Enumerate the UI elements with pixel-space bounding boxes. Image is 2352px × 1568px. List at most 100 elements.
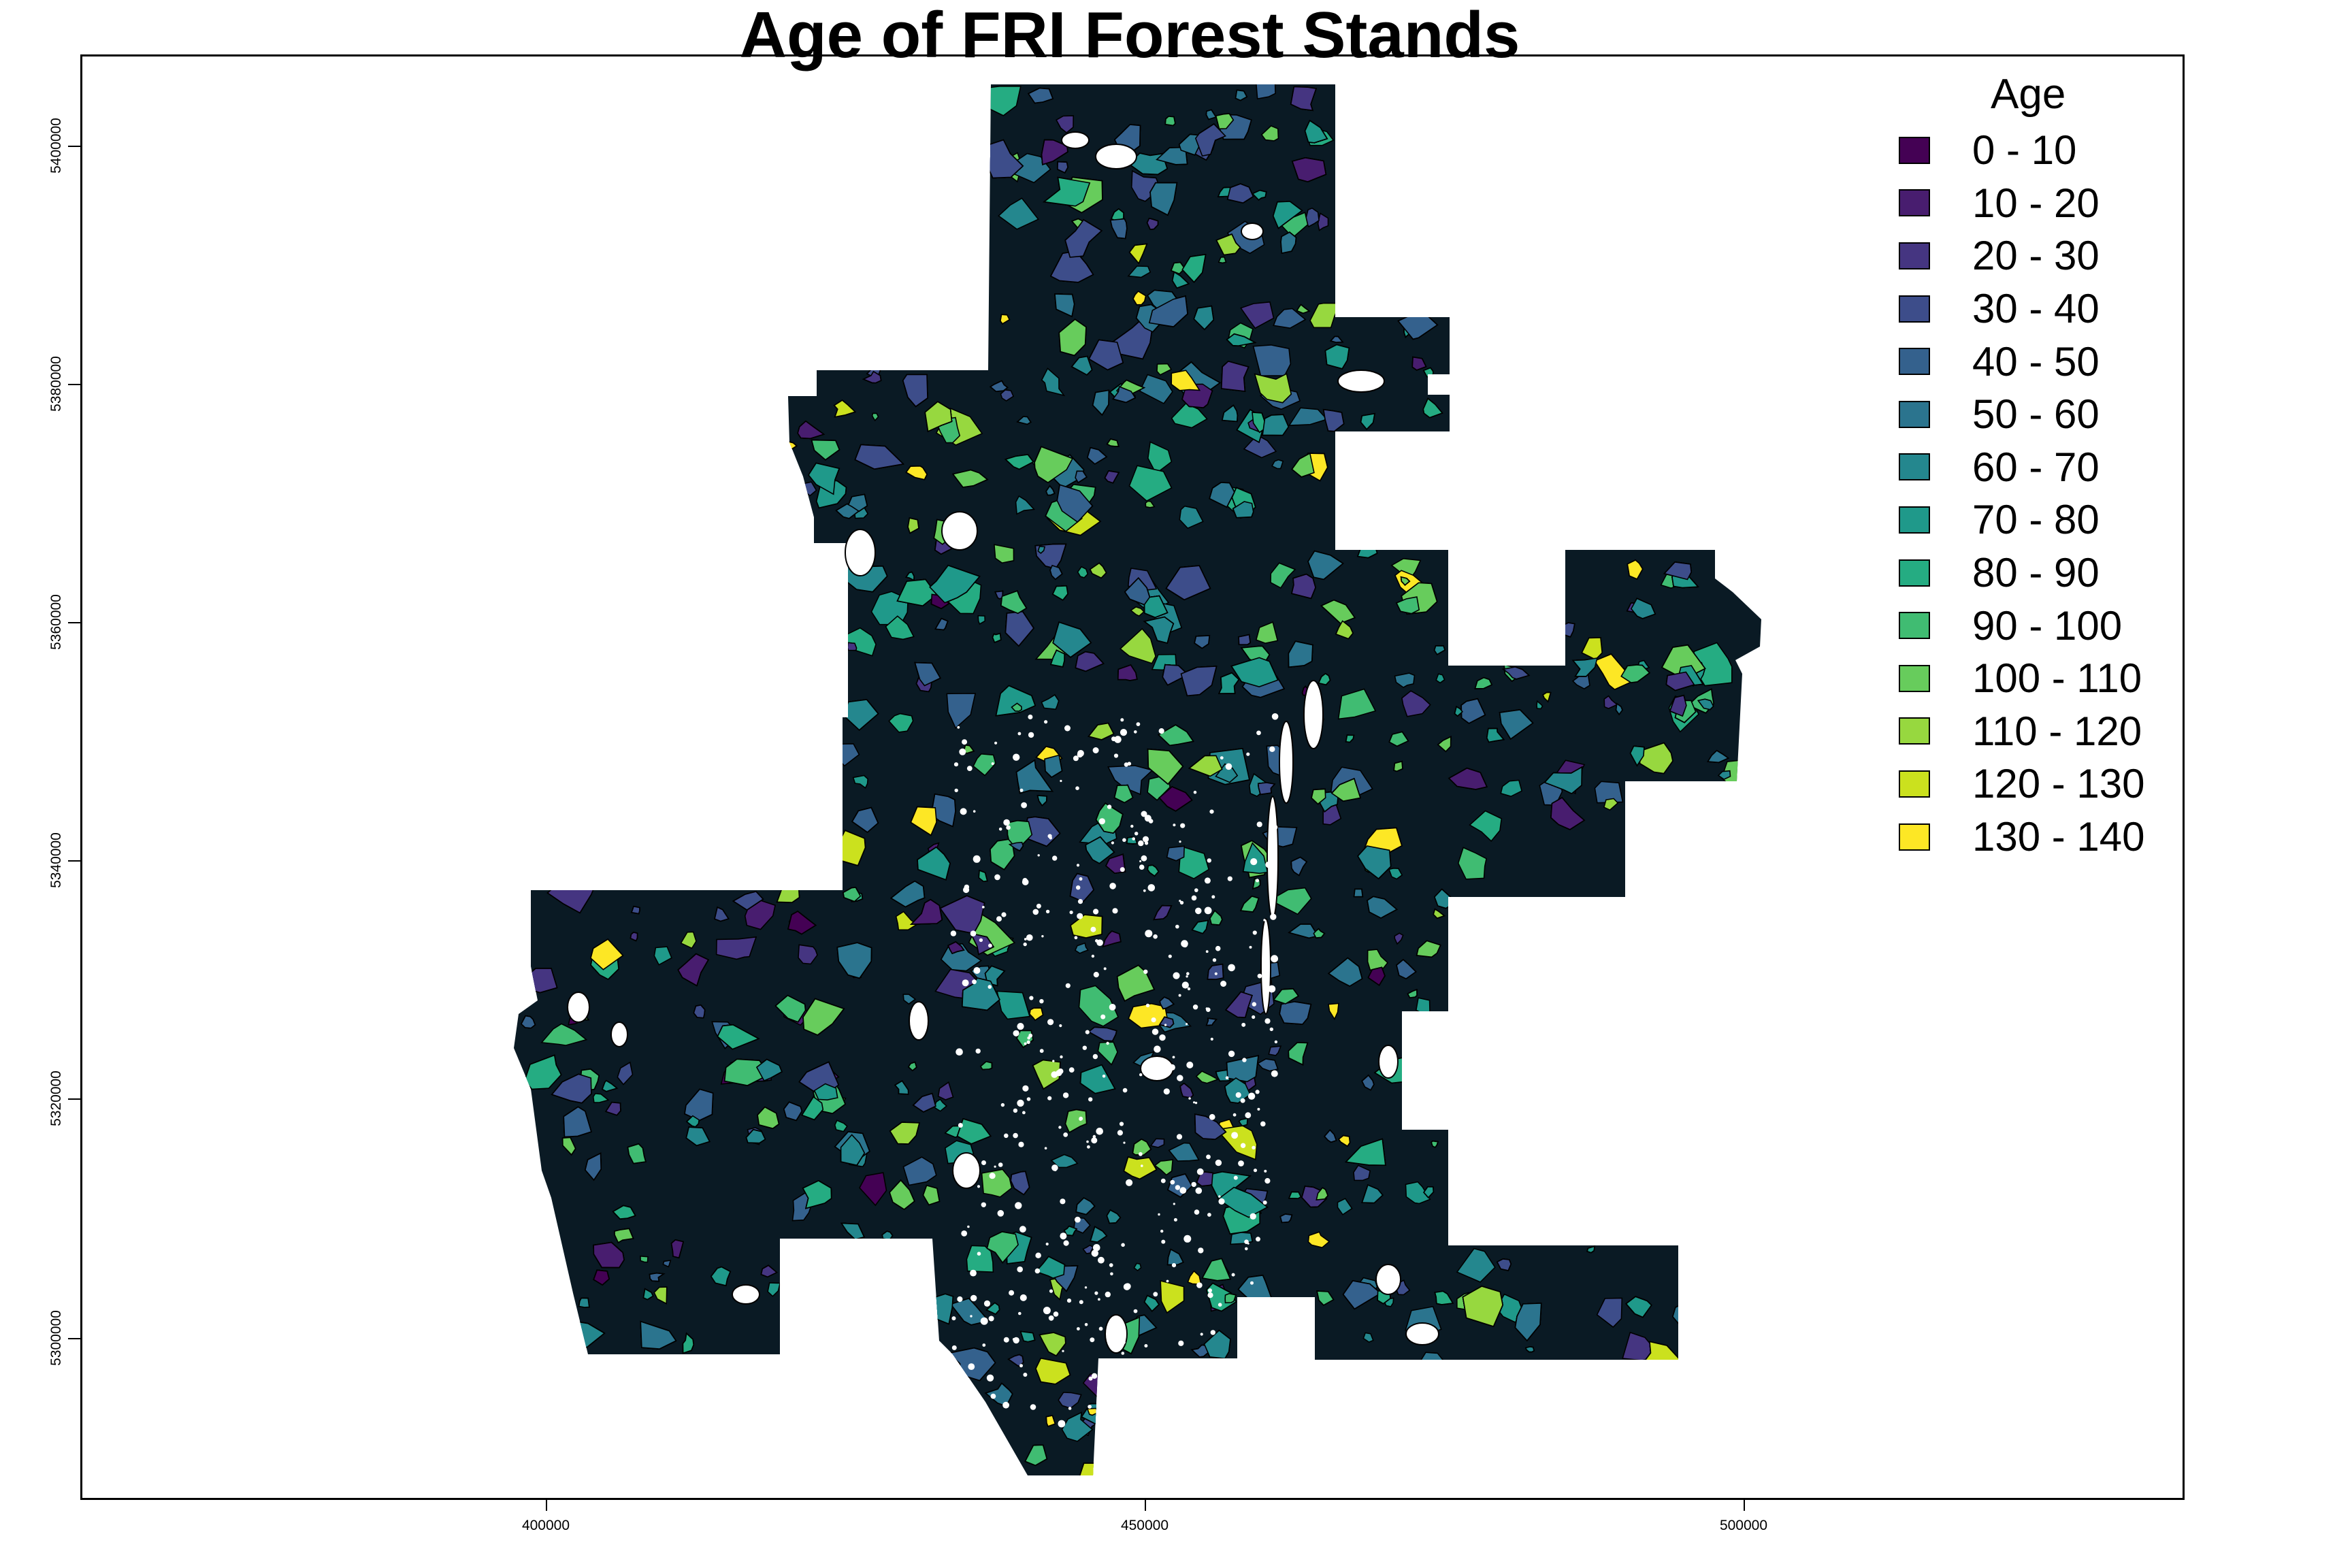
forest-stand: [1401, 690, 1431, 717]
legend: Age 0 - 10 10 - 20 20 - 30 30 - 40 40 - 50 50…: [1899, 65, 2185, 863]
forest-stand: [1195, 1071, 1220, 1084]
legend-swatch: [1899, 400, 1930, 428]
legend-label: 120 - 130: [1972, 761, 2145, 807]
forest-stand: [996, 990, 1031, 1020]
legend-item: 30 - 40: [1899, 282, 2185, 336]
forest-stand: [1077, 566, 1089, 578]
forest-stand: [715, 936, 757, 960]
forest-stand: [1254, 373, 1292, 404]
y-tick-mark: [68, 1338, 80, 1339]
forest-stand: [662, 1260, 672, 1268]
legend-swatch: [1899, 136, 1930, 164]
forest-stand: [834, 1120, 848, 1132]
forest-stand: [902, 994, 917, 1005]
forest-stand: [973, 753, 996, 777]
forest-stand: [653, 946, 672, 966]
y-tick-label: 5380000: [48, 356, 64, 412]
legend-swatch: [1899, 559, 1930, 587]
legend-label: 60 - 70: [1972, 444, 2100, 490]
forest-stand: [1160, 1279, 1185, 1314]
legend-label: 130 - 140: [1972, 814, 2145, 860]
x-tick-mark: [1744, 1500, 1745, 1511]
forest-stand: [1317, 212, 1329, 231]
legend-label: 10 - 20: [1972, 180, 2100, 226]
forest-stand: [1130, 606, 1145, 617]
legend-item: 100 - 110: [1899, 652, 2185, 705]
forest-stand: [1288, 407, 1328, 426]
legend-swatch: [1899, 348, 1930, 376]
legend-swatch: [1899, 717, 1930, 745]
forest-stand: [1154, 1159, 1174, 1176]
forest-stand: [1179, 505, 1204, 529]
forest-stand: [1307, 1231, 1330, 1249]
forest-stand: [1362, 1332, 1374, 1343]
forest-stand: [1041, 368, 1066, 397]
forest-stand: [1082, 1244, 1094, 1254]
x-tick-label: 450000: [1120, 1518, 1169, 1533]
legend-items: 0 - 10 10 - 20 20 - 30 30 - 40 40 - 50 50 - 6…: [1899, 124, 2185, 863]
forest-stands-region: [514, 84, 1761, 1475]
forest-stand: [1717, 770, 1731, 781]
forest-stand: [1270, 562, 1296, 589]
forest-stand: [1078, 985, 1120, 1027]
x-tick-label: 400000: [521, 1518, 570, 1533]
y-tick-mark: [68, 1098, 80, 1100]
forest-stand: [1394, 932, 1404, 945]
y-tick-label: 5360000: [48, 594, 64, 650]
x-tick-mark: [546, 1500, 547, 1511]
forest-stand: [902, 1156, 937, 1186]
forest-stand: [1128, 465, 1173, 502]
y-tick-mark: [68, 146, 80, 147]
forest-stand: [1536, 700, 1544, 710]
legend-item: 70 - 80: [1899, 493, 2185, 546]
forest-stand: [1596, 1297, 1623, 1328]
forest-stand: [1603, 798, 1619, 811]
forest-stand: [852, 774, 869, 789]
forest-stand: [1243, 434, 1277, 459]
legend-label: 80 - 90: [1972, 550, 2100, 596]
forest-stand: [1435, 673, 1446, 684]
legend-label: 20 - 30: [1972, 233, 2100, 279]
forest-stand: [871, 412, 879, 422]
forest-stand: [640, 1255, 649, 1263]
legend-label: 90 - 100: [1972, 602, 2123, 649]
forest-stand: [1145, 500, 1156, 508]
forest-stand: [1166, 845, 1186, 862]
forest-stand: [937, 1081, 954, 1100]
legend-label: 40 - 50: [1972, 338, 2100, 385]
forest-stand: [1457, 847, 1488, 880]
forest-stand: [1239, 301, 1275, 329]
legend-item: 10 - 20: [1899, 177, 2185, 230]
x-tick-mark: [1145, 1500, 1146, 1511]
forest-stand: [859, 1172, 887, 1207]
forest-stand: [1337, 1198, 1353, 1215]
legend-item: 60 - 70: [1899, 441, 2185, 494]
legend-item: 40 - 50: [1899, 335, 2185, 388]
forest-stand: [1405, 1181, 1431, 1205]
legend-label: 30 - 40: [1972, 286, 2100, 332]
forest-stand: [798, 944, 818, 965]
forest-stand: [888, 713, 914, 733]
forest-stand: [680, 931, 697, 949]
forest-stand: [1260, 125, 1279, 142]
forest-stand: [998, 197, 1039, 230]
forest-stand: [1469, 810, 1503, 843]
forest-stand: [653, 1286, 668, 1305]
legend-label: 110 - 120: [1972, 708, 2142, 754]
y-tick-label: 5320000: [48, 1071, 64, 1126]
legend-item: 20 - 30: [1899, 229, 2185, 282]
forest-stand: [1133, 1262, 1142, 1272]
legend-swatch: [1899, 453, 1930, 481]
forest-stand: [617, 1061, 634, 1085]
forest-stand: [1571, 672, 1590, 690]
forest-stand: [1107, 765, 1154, 796]
forest-stand: [1268, 1045, 1282, 1056]
forest-stand: [885, 615, 915, 640]
forest-stand-polygons: [521, 84, 1750, 1475]
forest-stand: [946, 693, 977, 730]
legend-title: Age: [1991, 71, 2066, 118]
forest-stand: [1500, 779, 1523, 798]
forest-stand: [1050, 1154, 1079, 1169]
legend-item: 0 - 10: [1899, 124, 2185, 177]
forest-stand: [592, 1092, 610, 1103]
